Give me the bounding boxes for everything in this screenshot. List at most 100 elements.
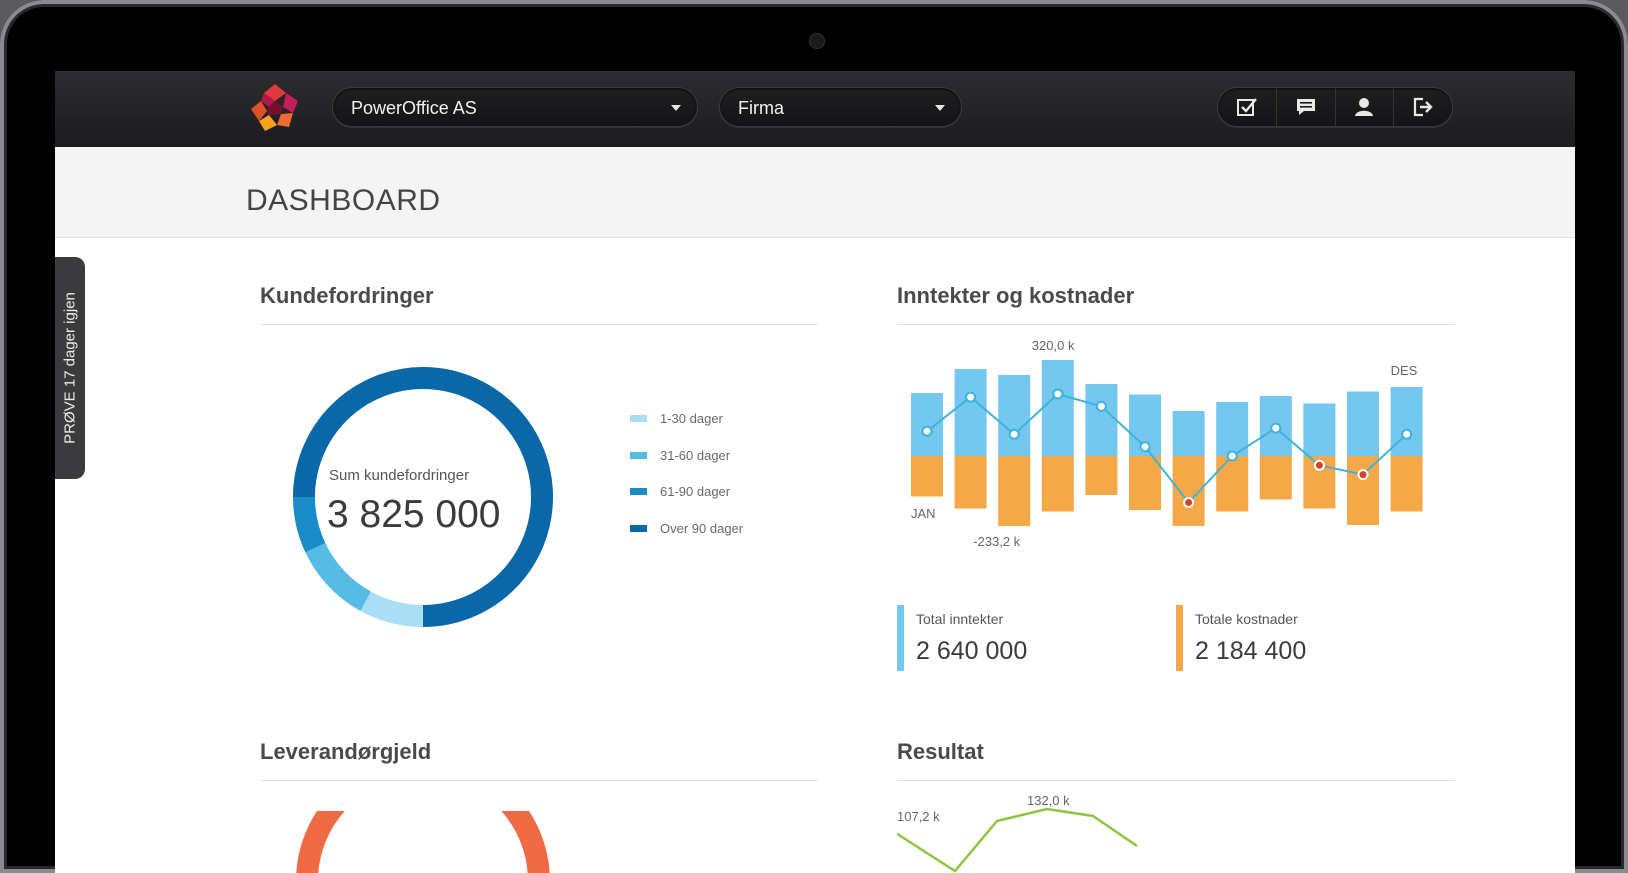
page-title: DASHBOARD [246,184,441,217]
income-bar[interactable] [1347,391,1379,457]
total-costs-value: 2 184 400 [1195,637,1307,665]
net-point[interactable] [1008,428,1020,440]
donut-center-value: 3 825 000 [327,493,501,536]
legend-swatch [630,488,647,495]
legend-label: 61-90 dager [660,484,731,499]
income-costs-bar-chart: 320,0 k -233,2 k JAN DES [911,341,1423,549]
costs-bars [911,456,1423,526]
costs-bar[interactable] [998,456,1031,526]
total-income-value: 2 640 000 [916,637,1028,665]
costs-bar[interactable] [911,456,943,497]
costs-bar[interactable] [1085,456,1118,495]
income-bar[interactable] [1041,360,1074,456]
payables-divider [260,780,818,781]
receivables-donut-chart: Sum kundefordringer 3 825 000 [293,367,553,627]
income-bar[interactable] [1085,384,1118,456]
camera [809,33,825,49]
income-bar[interactable] [1172,411,1205,456]
chat-icon [1296,99,1315,115]
annotation-des: DES [1391,363,1418,378]
view-select[interactable]: Firma [719,87,962,127]
costs-bar[interactable] [1347,456,1379,525]
user-icon [1355,98,1374,116]
legend-item: 31-60 dager [630,448,730,463]
legend-item: 1-30 dager [630,411,723,426]
costs-bar[interactable] [1041,456,1074,512]
net-point[interactable] [1357,469,1369,481]
total-income-color-bar [897,605,904,671]
legend-label: 31-60 dager [660,448,731,463]
donut-slice[interactable] [293,367,553,627]
company-select-value: PowerOffice AS [351,98,477,118]
legend-item: 61-90 dager [630,484,730,499]
profile-button[interactable] [1336,88,1395,126]
net-point[interactable] [1313,459,1325,471]
legend-swatch [630,525,647,532]
net-point[interactable] [1052,388,1064,400]
net-points [921,388,1413,508]
net-point[interactable] [1183,497,1195,508]
income-bar[interactable] [954,369,987,456]
costs-bar[interactable] [1390,456,1423,512]
donut-center-label: Sum kundefordringer [329,467,469,484]
top-bar: PowerOffice AS Firma [55,71,1575,148]
trial-tab[interactable]: PRØVE 17 dager igjen [55,257,85,479]
income-bar[interactable] [998,375,1031,456]
chevron-down-icon [671,105,681,111]
donut-arcs [293,367,553,627]
payables-donut-arc [296,811,550,873]
income-bar[interactable] [1303,403,1336,457]
net-point[interactable] [1226,450,1238,462]
total-income-label: Total inntekter [916,611,1004,627]
donut-slice[interactable] [293,496,326,553]
net-point[interactable] [965,391,977,403]
receivables-divider [260,324,818,325]
annotation-max: 320,0 k [1032,341,1075,353]
result-line-chart: 107,2 k 132,0 k [897,793,1138,873]
legend-label: 1-30 dager [660,411,723,426]
tasks-button[interactable] [1218,88,1277,126]
annotation-result-max: 132,0 k [1027,793,1070,808]
logout-icon [1414,97,1433,117]
annotation-jan: JAN [911,506,936,521]
result-line [897,807,1138,873]
logout-button[interactable] [1394,88,1452,126]
receivables-title: Kundefordringer [260,283,434,308]
page-header: DASHBOARD [55,147,1575,238]
net-line [926,392,1408,505]
payables-donut-chart [296,811,550,873]
donut-slice[interactable] [360,591,424,627]
costs-bar[interactable] [1216,456,1249,512]
trial-tab-label: PRØVE 17 dager igjen [61,292,79,444]
result-title: Resultat [897,739,984,764]
view-select-value: Firma [738,98,784,118]
income-costs-divider [897,324,1455,325]
legend-swatch [630,415,647,422]
result-divider [897,780,1455,781]
income-bar[interactable] [911,393,943,456]
payables-title: Leverandørgjeld [260,739,432,764]
total-costs-label: Totale kostnader [1195,611,1298,627]
net-point[interactable] [921,425,933,437]
company-select[interactable]: PowerOffice AS [332,87,698,127]
income-bar[interactable] [1216,402,1249,456]
checklist-icon [1236,98,1257,116]
chevron-down-icon [935,105,945,111]
legend-label: Over 90 dager [660,521,744,536]
net-point[interactable] [1401,428,1413,440]
costs-bar[interactable] [954,456,987,509]
annotation-result-start: 107,2 k [897,809,940,824]
net-point[interactable] [1139,441,1151,453]
app-screen: PowerOffice AS Firma [55,71,1575,873]
net-point[interactable] [1270,422,1282,434]
costs-bar[interactable] [1129,456,1161,510]
poweroffice-logo-icon[interactable] [247,81,303,137]
costs-bar[interactable] [1259,456,1292,500]
donut-slice[interactable] [305,542,372,611]
income-bars [911,360,1423,456]
header-icon-group [1217,87,1453,127]
net-point[interactable] [1095,400,1107,412]
messages-button[interactable] [1277,88,1336,126]
total-costs-color-bar [1176,605,1183,671]
